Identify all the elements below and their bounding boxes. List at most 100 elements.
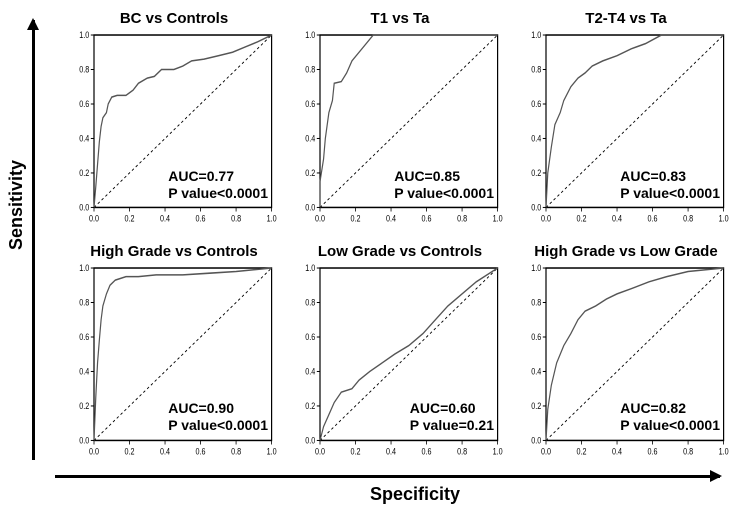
svg-text:1.0: 1.0 xyxy=(719,446,729,456)
svg-text:0.2: 0.2 xyxy=(351,446,361,456)
svg-text:0.0: 0.0 xyxy=(531,203,541,213)
svg-text:1.0: 1.0 xyxy=(267,214,277,224)
svg-text:0.8: 0.8 xyxy=(79,65,89,75)
svg-text:0.8: 0.8 xyxy=(305,297,315,307)
panel-stats: AUC=0.82P value<0.0001 xyxy=(620,400,720,434)
svg-text:1.0: 1.0 xyxy=(267,446,277,456)
svg-text:0.4: 0.4 xyxy=(79,134,89,144)
svg-text:0.4: 0.4 xyxy=(305,134,315,144)
svg-text:0.2: 0.2 xyxy=(577,214,587,224)
svg-text:0.6: 0.6 xyxy=(422,446,432,456)
svg-text:0.8: 0.8 xyxy=(531,65,541,75)
svg-text:1.0: 1.0 xyxy=(531,30,541,40)
svg-text:0.6: 0.6 xyxy=(531,99,541,109)
svg-text:0.0: 0.0 xyxy=(79,435,89,445)
panel-title: High Grade vs Low Grade xyxy=(522,243,730,260)
svg-text:0.6: 0.6 xyxy=(648,214,658,224)
svg-text:0.2: 0.2 xyxy=(305,401,315,411)
svg-text:0.6: 0.6 xyxy=(648,446,658,456)
roc-plot: 0.00.00.20.20.40.40.60.60.80.81.01.0AUC=… xyxy=(70,262,278,463)
roc-plot: 0.00.00.20.20.40.40.60.60.80.81.01.0AUC=… xyxy=(522,29,730,230)
svg-text:1.0: 1.0 xyxy=(719,214,729,224)
svg-text:0.6: 0.6 xyxy=(196,446,206,456)
svg-text:0.6: 0.6 xyxy=(79,99,89,109)
roc-plot: 0.00.00.20.20.40.40.60.60.80.81.01.0AUC=… xyxy=(296,262,504,463)
svg-text:1.0: 1.0 xyxy=(79,30,89,40)
svg-text:0.0: 0.0 xyxy=(79,203,89,213)
svg-text:0.8: 0.8 xyxy=(79,297,89,307)
svg-text:0.6: 0.6 xyxy=(422,214,432,224)
svg-text:0.4: 0.4 xyxy=(531,366,541,376)
svg-text:0.8: 0.8 xyxy=(683,214,693,224)
svg-text:0.6: 0.6 xyxy=(196,214,206,224)
svg-text:0.6: 0.6 xyxy=(79,332,89,342)
svg-text:0.8: 0.8 xyxy=(231,214,241,224)
svg-text:0.8: 0.8 xyxy=(683,446,693,456)
roc-panel: High Grade vs Controls0.00.00.20.20.40.4… xyxy=(70,243,278,466)
svg-text:0.2: 0.2 xyxy=(577,446,587,456)
svg-text:1.0: 1.0 xyxy=(493,214,503,224)
auc-value: AUC=0.83 xyxy=(620,168,720,185)
svg-text:0.8: 0.8 xyxy=(305,65,315,75)
svg-text:0.2: 0.2 xyxy=(351,214,361,224)
panel-title: Low Grade vs Controls xyxy=(296,243,504,260)
p-value: P value<0.0001 xyxy=(620,417,720,434)
svg-text:0.4: 0.4 xyxy=(160,214,170,224)
auc-value: AUC=0.77 xyxy=(168,168,268,185)
panel-stats: AUC=0.90P value<0.0001 xyxy=(168,400,268,434)
svg-text:0.0: 0.0 xyxy=(531,435,541,445)
y-axis-arrow xyxy=(32,20,35,460)
svg-text:0.6: 0.6 xyxy=(305,332,315,342)
svg-text:0.6: 0.6 xyxy=(531,332,541,342)
panel-grid: BC vs Controls0.00.00.20.20.40.40.60.60.… xyxy=(70,10,730,465)
p-value: P value=0.21 xyxy=(410,417,494,434)
y-axis-label: Sensitivity xyxy=(6,160,27,250)
svg-text:0.2: 0.2 xyxy=(531,168,541,178)
auc-value: AUC=0.85 xyxy=(394,168,494,185)
svg-text:0.0: 0.0 xyxy=(541,446,551,456)
auc-value: AUC=0.82 xyxy=(620,400,720,417)
svg-text:0.6: 0.6 xyxy=(305,99,315,109)
panel-title: BC vs Controls xyxy=(70,10,278,27)
svg-text:0.8: 0.8 xyxy=(231,446,241,456)
svg-text:1.0: 1.0 xyxy=(531,263,541,273)
svg-text:0.2: 0.2 xyxy=(305,168,315,178)
p-value: P value<0.0001 xyxy=(394,185,494,202)
svg-text:0.0: 0.0 xyxy=(305,203,315,213)
panel-title: High Grade vs Controls xyxy=(70,243,278,260)
svg-text:0.4: 0.4 xyxy=(531,134,541,144)
roc-panel: BC vs Controls0.00.00.20.20.40.40.60.60.… xyxy=(70,10,278,233)
auc-value: AUC=0.90 xyxy=(168,400,268,417)
svg-text:0.2: 0.2 xyxy=(79,168,89,178)
panel-stats: AUC=0.60P value=0.21 xyxy=(410,400,494,434)
x-axis-label: Specificity xyxy=(370,484,460,505)
svg-text:0.0: 0.0 xyxy=(89,446,99,456)
x-axis-arrow xyxy=(55,475,720,478)
svg-text:0.0: 0.0 xyxy=(89,214,99,224)
roc-panel: High Grade vs Low Grade 0.00.0 0.2 0.2 0.4 0.… xyxy=(522,243,730,466)
svg-text:0.8: 0.8 xyxy=(457,214,467,224)
svg-text:0.4: 0.4 xyxy=(612,446,622,456)
svg-text:0.2: 0.2 xyxy=(125,446,135,456)
svg-text:0.8: 0.8 xyxy=(531,297,541,307)
svg-text:0.0: 0.0 xyxy=(315,446,325,456)
svg-text:0.4: 0.4 xyxy=(386,446,396,456)
panel-stats: AUC=0.85P value<0.0001 xyxy=(394,168,494,202)
svg-text:0.2: 0.2 xyxy=(125,214,135,224)
svg-text:0.4: 0.4 xyxy=(305,366,315,376)
roc-figure: Sensitivity Specificity BC vs Controls 0.… xyxy=(0,0,745,512)
roc-panel: T1 vs Ta0.00.00.20.20.40.40.60.60.80.81.… xyxy=(296,10,504,233)
roc-panel: Low Grade vs Controls 0.00.0 0.2 0.2 0.4 0.4 0… xyxy=(296,243,504,466)
p-value: P value<0.0001 xyxy=(168,417,268,434)
auc-value: AUC=0.60 xyxy=(410,400,494,417)
svg-text:0.0: 0.0 xyxy=(305,435,315,445)
svg-text:0.8: 0.8 xyxy=(457,446,467,456)
svg-text:0.0: 0.0 xyxy=(541,214,551,224)
svg-text:1.0: 1.0 xyxy=(79,263,89,273)
svg-text:0.2: 0.2 xyxy=(531,401,541,411)
svg-text:0.2: 0.2 xyxy=(79,401,89,411)
roc-plot: 0.00.0 0.2 0.2 0.4 0.4 0.6 0.6 0.8 0.8 1.0 1.0 AUC=… xyxy=(70,29,278,230)
panel-stats: AUC=0.83P value<0.0001 xyxy=(620,168,720,202)
svg-text:0.4: 0.4 xyxy=(79,366,89,376)
svg-text:0.4: 0.4 xyxy=(386,214,396,224)
